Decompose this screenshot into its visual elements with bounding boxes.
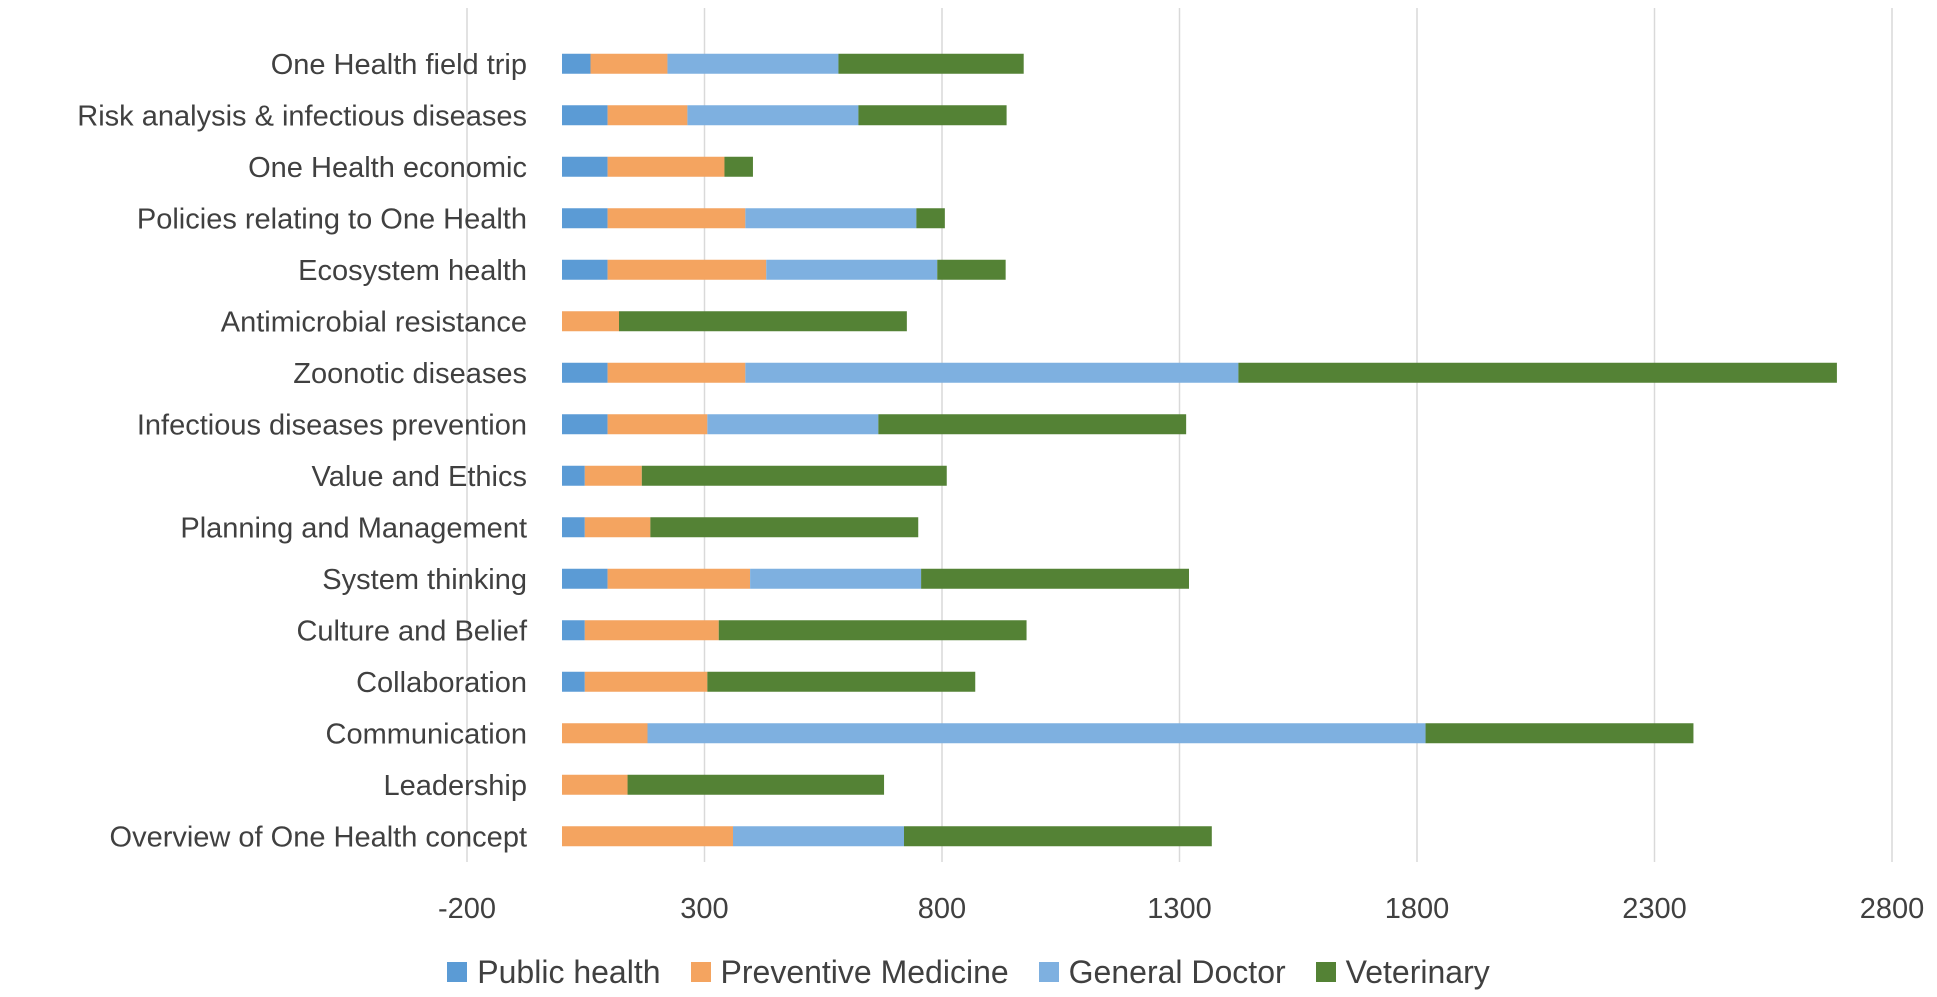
legend-item: Veterinary [1315, 953, 1490, 991]
category-label: Antimicrobial resistance [221, 306, 527, 338]
x-axis-tick-labels: -200 300 800 1300 1800 2300 2800 [438, 893, 1924, 925]
legend-item: Preventive Medicine [690, 953, 1009, 991]
bar-segment-veterinary [858, 105, 1007, 126]
bar-segment-public-health [562, 259, 608, 280]
category-label: Leadership [384, 770, 528, 802]
bar-segment-public-health [562, 362, 608, 383]
bar-segment-veterinary [916, 208, 945, 229]
bar-segment-public-health [562, 53, 591, 74]
legend-label: General Doctor [1068, 953, 1286, 990]
bar-segment-public-health [562, 105, 608, 126]
legend-swatch [690, 962, 711, 982]
bar-segment-preventive-medicine [562, 774, 628, 795]
category-label: Risk analysis & infectious diseases [77, 100, 527, 132]
bar-segment-preventive-medicine [584, 671, 708, 692]
bar-segment-preventive-medicine [584, 517, 651, 538]
bar-segment-preventive-medicine [584, 620, 719, 641]
legend-label: Veterinary [1345, 953, 1490, 990]
x-tick-label: 800 [918, 893, 966, 925]
legend-label: Preventive Medicine [720, 953, 1009, 990]
bar-segment-public-health [562, 156, 608, 177]
bar-segment-public-health [562, 414, 608, 435]
bar-segment-general-doctor [733, 826, 904, 847]
x-tick-label: -200 [438, 893, 496, 925]
category-label: Culture and Belief [296, 615, 527, 647]
bar-segment-veterinary [619, 311, 907, 332]
legend-swatch [447, 962, 468, 982]
legend-item: General Doctor [1038, 953, 1286, 991]
bar-segment-general-doctor [707, 414, 879, 435]
bar-segment-preventive-medicine [590, 53, 668, 74]
legend-label: Public health [477, 953, 661, 990]
bar-segment-general-doctor [687, 105, 859, 126]
bar-segment-preventive-medicine [607, 259, 767, 280]
x-tick-label: 2800 [1860, 893, 1925, 925]
category-label: Infectious diseases prevention [137, 409, 527, 441]
category-label: Zoonotic diseases [293, 358, 527, 390]
bar-segment-veterinary [904, 826, 1212, 847]
category-label: Collaboration [356, 667, 527, 699]
legend-swatch [1315, 962, 1336, 982]
bar-segment-veterinary [878, 414, 1187, 435]
bar-segment-preventive-medicine [562, 826, 733, 847]
bar-segment-public-health [562, 620, 585, 641]
bar-segment-general-doctor [766, 259, 938, 280]
bar-segment-preventive-medicine [607, 414, 708, 435]
category-label: Communication [326, 718, 527, 750]
bar-segment-public-health [562, 568, 608, 589]
bar-segment-veterinary [724, 156, 753, 177]
gridlines [466, 8, 1893, 862]
bar-segment-general-doctor [750, 568, 922, 589]
bar-segment-general-doctor [667, 53, 839, 74]
bar-segment-preventive-medicine [562, 723, 648, 744]
bar-segment-veterinary [921, 568, 1189, 589]
bar-segment-preventive-medicine [607, 105, 688, 126]
category-label: One Health field trip [271, 49, 527, 81]
bar-segment-preventive-medicine [607, 208, 746, 229]
category-label: Value and Ethics [312, 461, 528, 493]
x-tick-label: 1300 [1147, 893, 1212, 925]
category-label: Policies relating to One Health [137, 203, 527, 235]
bar-segment-public-health [562, 465, 585, 486]
bar-segment-veterinary [937, 259, 1006, 280]
bar-segment-preventive-medicine [607, 568, 751, 589]
bar-segment-veterinary [627, 774, 885, 795]
category-label: Ecosystem health [298, 255, 527, 287]
bar-segment-general-doctor [745, 208, 917, 229]
bar-segment-public-health [562, 671, 585, 692]
category-label: Planning and Management [180, 512, 527, 544]
legend: Public health Preventive Medicine General … [0, 952, 1937, 992]
bar-segment-veterinary [650, 517, 919, 538]
bar-segment-public-health [562, 517, 585, 538]
bar-segment-preventive-medicine [607, 362, 746, 383]
bar-segment-veterinary [707, 671, 976, 692]
bar-segment-preventive-medicine [607, 156, 725, 177]
bar-segment-preventive-medicine [562, 311, 619, 332]
x-tick-label: 1800 [1385, 893, 1450, 925]
category-label: Overview of One Health concept [110, 821, 527, 853]
category-label: One Health economic [248, 152, 527, 184]
category-labels: One Health field trip Risk analysis & inf… [77, 49, 528, 854]
bars [562, 53, 1837, 847]
bar-segment-general-doctor [647, 723, 1426, 744]
bar-segment-veterinary [641, 465, 947, 486]
bar-segment-preventive-medicine [584, 465, 642, 486]
legend-item: Public health [447, 953, 661, 991]
category-label: System thinking [322, 564, 527, 596]
bar-segment-veterinary [1425, 723, 1694, 744]
legend-swatch [1038, 962, 1059, 982]
bar-segment-veterinary [718, 620, 1027, 641]
x-tick-label: 300 [680, 893, 728, 925]
x-tick-label: 2300 [1622, 893, 1687, 925]
bar-segment-public-health [562, 208, 608, 229]
bar-segment-veterinary [1238, 362, 1837, 383]
bar-segment-general-doctor [745, 362, 1239, 383]
bar-segment-veterinary [838, 53, 1024, 74]
